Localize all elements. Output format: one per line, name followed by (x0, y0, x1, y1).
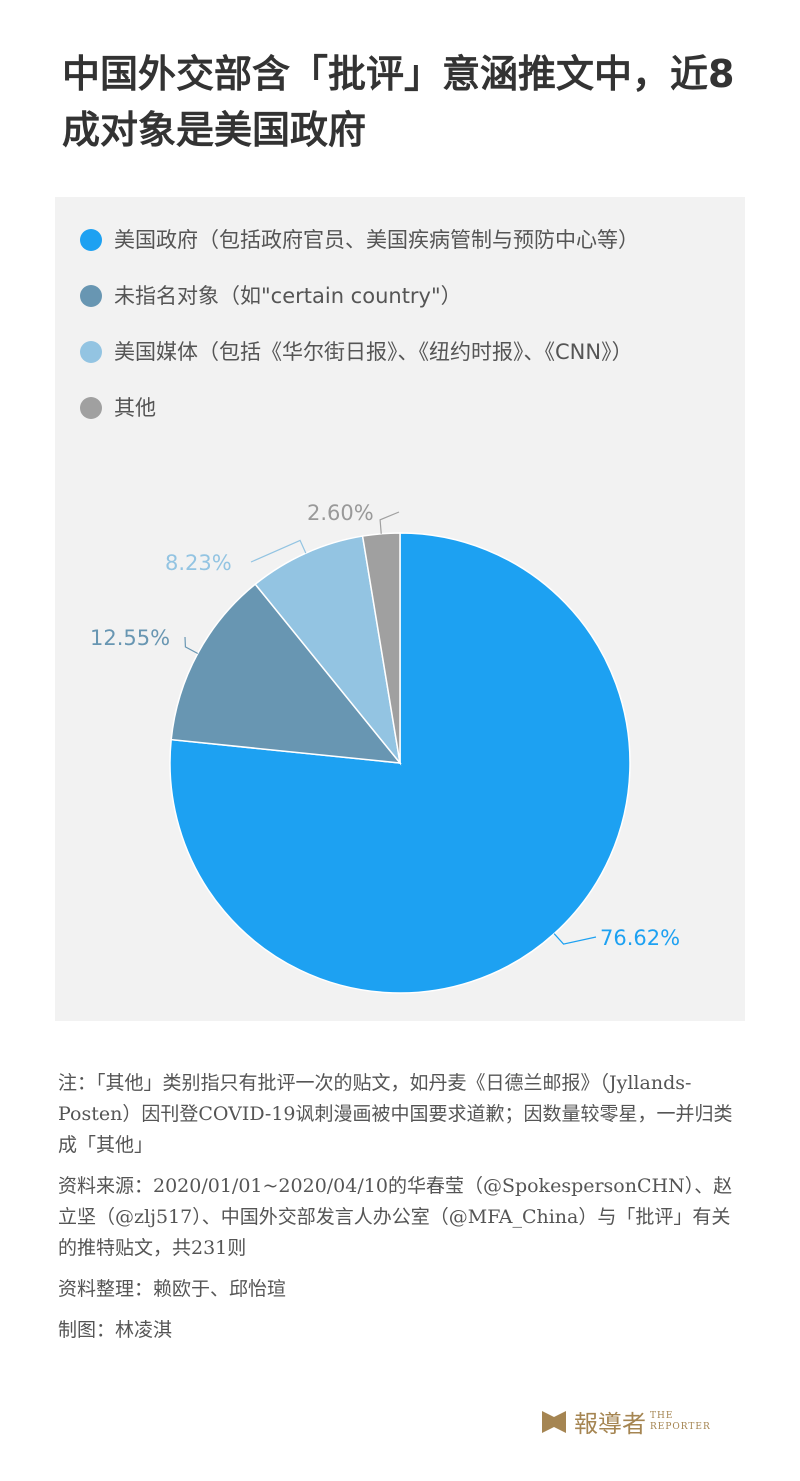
legend-label: 美国媒体（包括《华尔街日报》、《纽约时报》、《CNN》） (114, 340, 633, 364)
legend-swatch (80, 341, 102, 363)
reporter-logo: 報導者 THE REPORTER (540, 1404, 711, 1439)
logo-en-1: THE (650, 1410, 674, 1421)
notes: 注：「其他」类别指只有批评一次的贴文，如丹麦《日德兰邮报》（Jyllands-P… (58, 1068, 748, 1356)
note-text: 注：「其他」类别指只有批评一次的贴文，如丹麦《日德兰邮报》（Jyllands-P… (58, 1072, 733, 1156)
logo-en: THE REPORTER (650, 1411, 711, 1433)
source-text: 资料来源：2020/01/01~2020/04/10的华春莹（@Spokespe… (58, 1175, 733, 1259)
legend-item-unnamed: 未指名对象（如"certain country"） (80, 279, 730, 313)
pie-slice (169, 532, 631, 994)
leader-line (553, 933, 597, 945)
legend-item-us-media: 美国媒体（包括《华尔街日报》、《纽约时报》、《CNN》） (80, 335, 730, 369)
pie-chart: 76.62% 12.55% 8.23% 2.60% (90, 501, 680, 994)
pie-slice (170, 583, 402, 764)
logo-en-2: REPORTER (650, 1421, 711, 1432)
logo-mark-icon (542, 1410, 566, 1433)
data-label: 2.60% (307, 501, 374, 525)
chart-title: 中国外交部含「批评」意涵推文中，近8成对象是美国政府 (62, 52, 735, 152)
designer-text: 制图：林凌淇 (58, 1319, 173, 1341)
leader-line (379, 511, 400, 534)
legend-item-other: 其他 (80, 391, 730, 425)
logo-cn: 報導者 (574, 1410, 646, 1438)
legend-label: 美国政府（包括政府官员、美国疾病管制与预防中心等） (114, 228, 639, 252)
leader-line (184, 636, 199, 655)
legend-item-us-gov: 美国政府（包括政府官员、美国疾病管制与预防中心等） (80, 223, 730, 257)
leader-line (250, 539, 307, 563)
legend-swatch (80, 397, 102, 419)
data-label: 76.62% (600, 926, 680, 950)
legend-swatch (80, 285, 102, 307)
data-label: 12.55% (90, 626, 170, 650)
legend-swatch (80, 229, 102, 251)
data-label: 8.23% (165, 551, 232, 575)
compiled-text: 资料整理：赖欧于、邱怡瑄 (58, 1278, 287, 1300)
legend: 美国政府（包括政府官员、美国疾病管制与预防中心等） 未指名对象（如"certai… (80, 223, 730, 447)
legend-label: 其他 (114, 396, 156, 420)
legend-label: 未指名对象（如"certain country"） (114, 284, 462, 308)
